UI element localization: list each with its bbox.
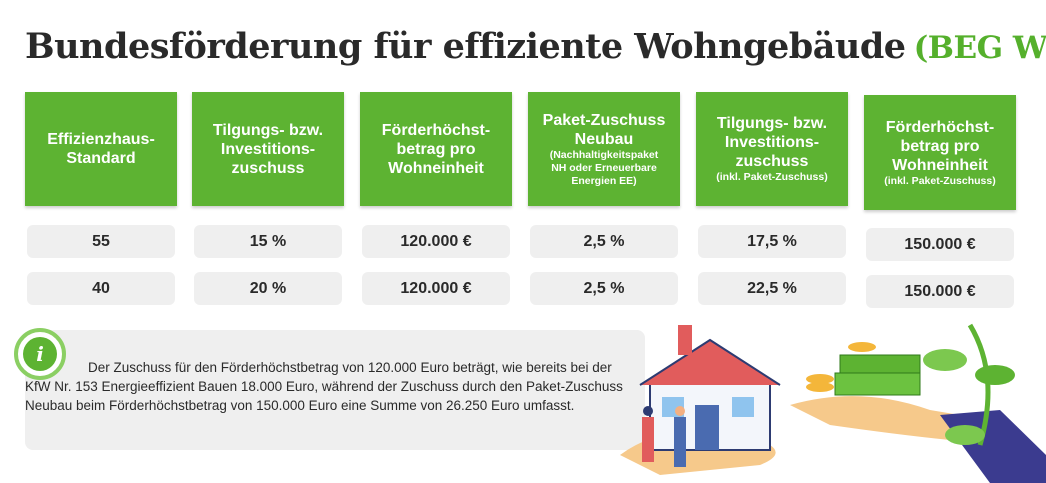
coins <box>806 374 834 384</box>
header-line: Effizienzhaus- <box>47 131 155 148</box>
leaf <box>975 365 1015 385</box>
title: Bundesförderung für effiziente Wohngebäu… <box>25 26 1046 67</box>
title-text: Bundesförderung für effiziente Wohngebäu… <box>25 26 906 67</box>
header-note: (Nachhaltigkeitspaket <box>549 148 659 161</box>
header-line: zuschuss <box>231 159 305 177</box>
info-icon-letter: i <box>23 337 57 371</box>
header-line: Förderhöchst- <box>885 118 995 136</box>
table-cell: 15 % <box>194 225 342 258</box>
info-icon: i <box>14 328 66 380</box>
header-line: Wohneinheit <box>892 156 988 174</box>
column-header: Effizienzhaus- Standard <box>25 92 177 206</box>
header-line: Neubau <box>574 130 634 148</box>
person <box>642 417 654 462</box>
table-cell: 17,5 % <box>698 225 846 258</box>
header-line: Paket-Zuschuss <box>542 111 666 129</box>
coins <box>848 342 876 352</box>
column-header: Förderhöchst-betrag pro Wohneinheit (inkl.… <box>864 95 1016 210</box>
sleeve <box>940 410 1046 483</box>
person <box>675 406 685 416</box>
column-header: Förderhöchst-betrag pro Wohneinheit <box>360 92 512 206</box>
coins <box>806 382 834 392</box>
door <box>695 405 719 450</box>
table-cell: 22,5 % <box>698 272 846 305</box>
table-cell: 40 <box>27 272 175 305</box>
table-cell: 2,5 % <box>530 272 678 305</box>
header-line: zuschuss <box>735 153 809 170</box>
header-line: betrag pro <box>396 140 476 158</box>
header-line: Investitions- <box>220 140 316 158</box>
header-line: Wohneinheit <box>388 159 484 177</box>
column-header: Paket-Zuschuss Neubau (Nachhaltigkeitspake… <box>528 92 680 206</box>
header-note: (inkl. Paket-Zuschuss) <box>716 171 828 183</box>
header-line: Tilgungs- bzw. <box>716 115 828 132</box>
money <box>834 372 921 396</box>
header-line: Tilgungs- bzw. <box>212 121 324 139</box>
illustration <box>620 323 1046 483</box>
info-text: Der Zuschuss für den Förderhöchstbetrag … <box>25 360 623 413</box>
leaf <box>923 349 967 371</box>
header-note: Energien EE) <box>571 174 637 187</box>
info-box <box>25 330 645 450</box>
hand-right <box>790 396 960 440</box>
table-cell: 150.000 € <box>866 275 1014 308</box>
table-cell: 20 % <box>194 272 342 305</box>
table-cell: 120.000 € <box>362 272 510 305</box>
column-header: Tilgungs- bzw. Investitions-zuschuss <box>192 92 344 206</box>
header-note: NH oder Erneuerbare <box>551 161 657 174</box>
header-line: betrag pro <box>900 137 980 155</box>
table-cell: 2,5 % <box>530 225 678 258</box>
leaf <box>945 425 985 445</box>
header-line: Investitions- <box>724 134 820 151</box>
column-header: Tilgungs- bzw. Investitions-zuschuss (inkl… <box>696 92 848 206</box>
table-cell: 55 <box>27 225 175 258</box>
header-line: Förderhöchst- <box>381 121 491 139</box>
title-abbreviation: (BEG WG) <box>913 30 1046 66</box>
window <box>732 397 754 417</box>
table-cell: 150.000 € <box>866 228 1014 261</box>
house-roof <box>639 338 781 386</box>
header-line: Standard <box>66 150 136 167</box>
header-note: (inkl. Paket-Zuschuss) <box>884 174 996 187</box>
person <box>643 406 653 416</box>
table-cell: 120.000 € <box>362 225 510 258</box>
person <box>674 417 686 467</box>
chimney <box>678 325 692 355</box>
